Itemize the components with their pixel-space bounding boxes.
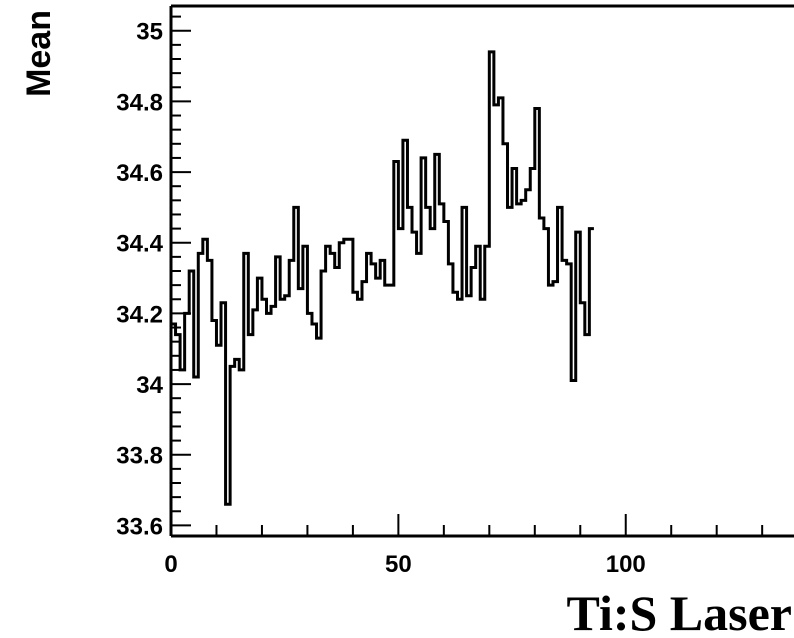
x-tick-label: 100 — [606, 551, 646, 578]
y-tick-label: 33.6 — [116, 513, 163, 540]
y-tick-label: 34.8 — [116, 89, 163, 116]
y-tick-label: 34.4 — [116, 231, 163, 258]
x-tick-label: 50 — [385, 551, 412, 578]
y-tick-label: 33.8 — [116, 443, 163, 470]
x-axis-title: Ti:S Laser — [567, 585, 793, 638]
histogram-series-line — [171, 50, 594, 506]
x-tick-label: 0 — [164, 551, 177, 578]
y-tick-label: 35 — [136, 19, 163, 46]
y-tick-label: 34.6 — [116, 160, 163, 187]
y-tick-label: 34.2 — [116, 301, 163, 328]
y-axis-title: Mean — [20, 10, 58, 97]
y-tick-label: 34 — [136, 372, 163, 399]
